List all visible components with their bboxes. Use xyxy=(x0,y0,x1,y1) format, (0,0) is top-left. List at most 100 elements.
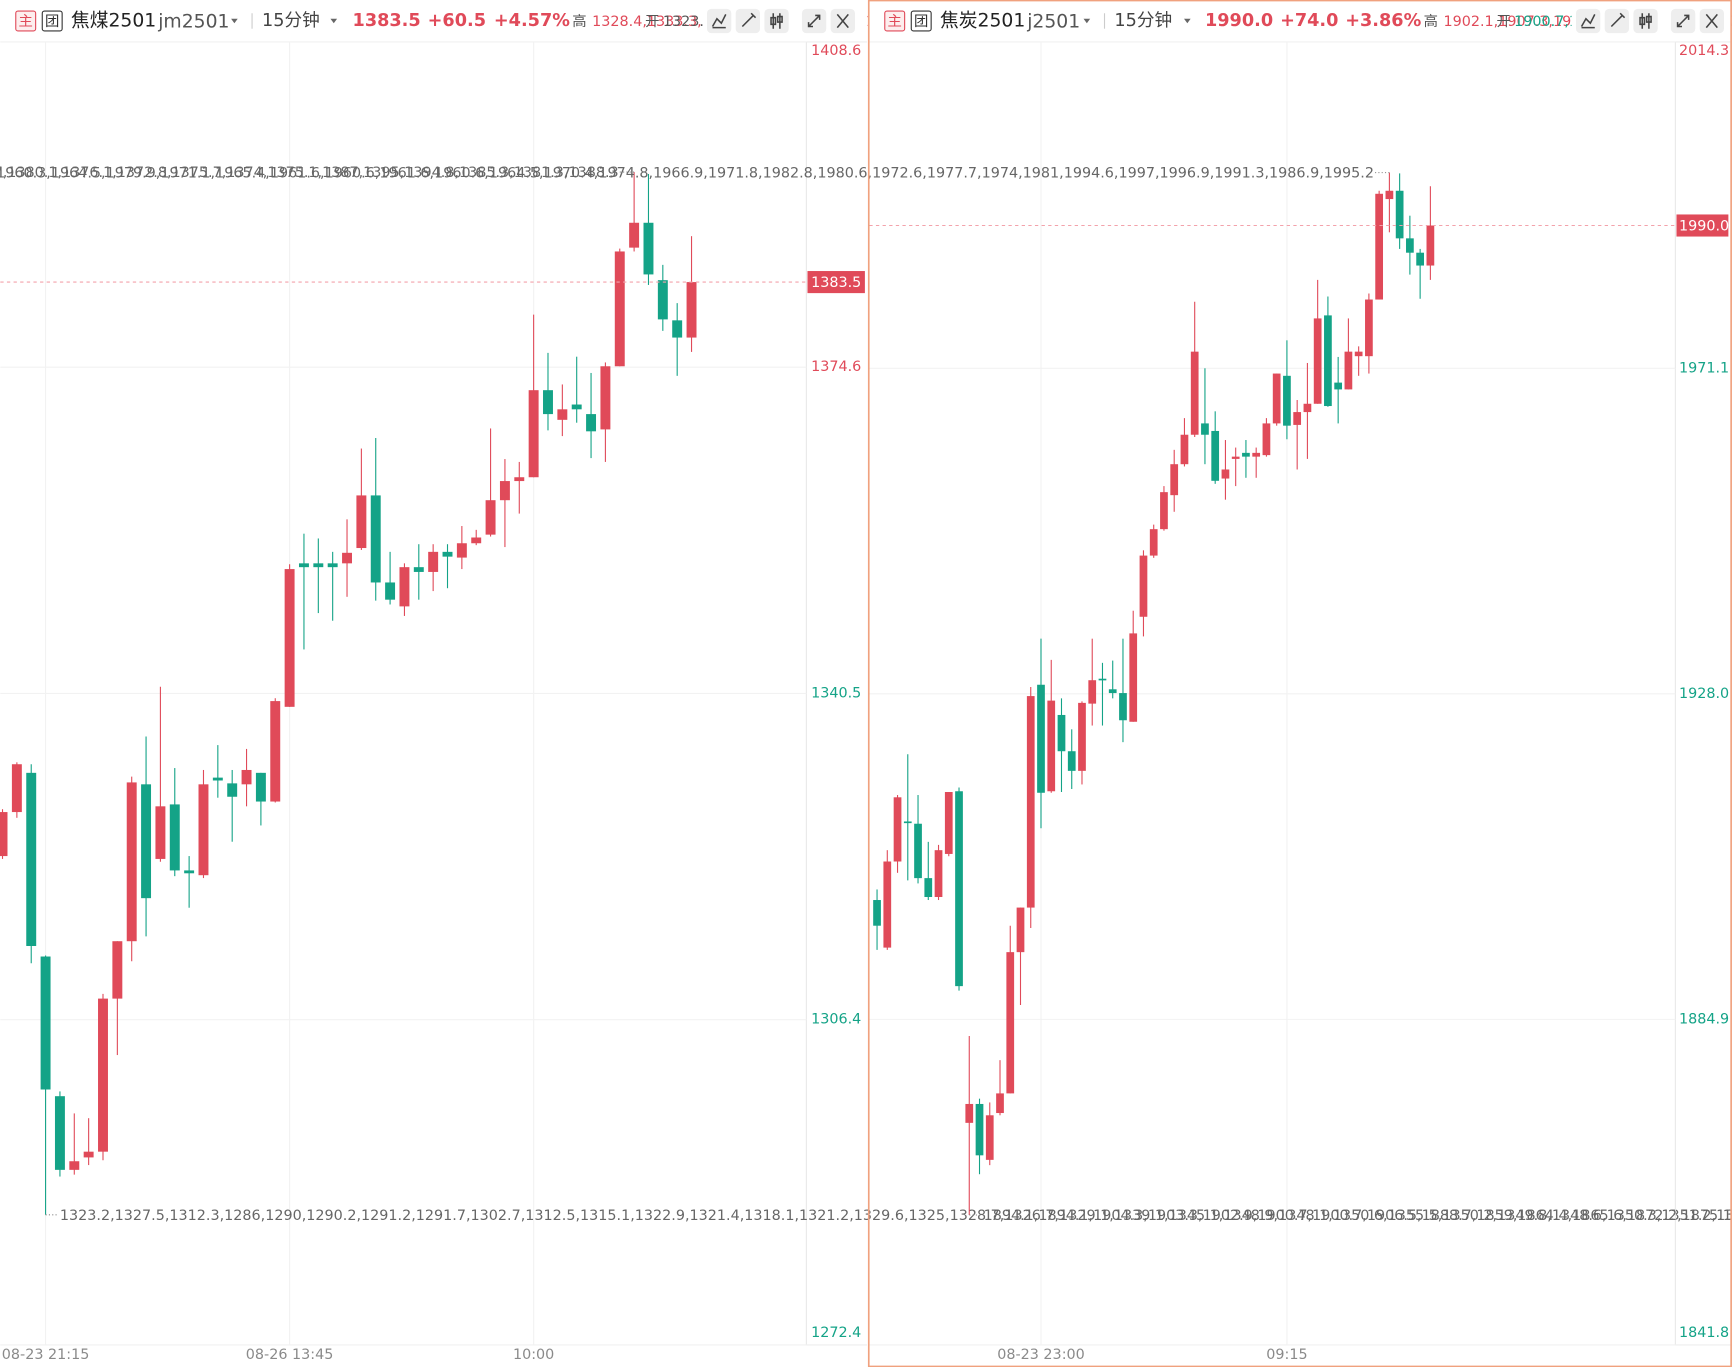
active-panel-border xyxy=(867,0,1732,1367)
candle-body xyxy=(1190,351,1199,435)
toolbar-button[interactable] xyxy=(764,8,789,34)
toolbar-icon xyxy=(1580,14,1596,29)
main-contract-badge xyxy=(884,10,906,32)
candle-body xyxy=(1262,423,1271,456)
candle-body xyxy=(327,563,338,568)
candle-body xyxy=(1334,382,1343,390)
open-caption: 开 xyxy=(645,14,659,30)
candle-body xyxy=(1406,238,1414,253)
candle-body xyxy=(342,552,352,564)
y-tick-label: 1971.1 xyxy=(1679,360,1729,376)
change-pct: +4.57% xyxy=(494,11,570,31)
candle-body xyxy=(1088,680,1097,704)
y-tick-label: 1408.6 xyxy=(811,43,861,59)
candle-body xyxy=(169,804,180,871)
candle-body xyxy=(356,495,367,549)
candle-body xyxy=(571,404,582,410)
candle-body xyxy=(1037,684,1045,793)
symbol-dropdown[interactable] xyxy=(1083,18,1091,24)
candle-body xyxy=(629,222,640,248)
candle-body xyxy=(614,251,625,367)
candle-body xyxy=(1211,430,1220,481)
high-annotation: 1902.1,1907.3,1914.6,1920,1914.6,1908.4,… xyxy=(0,166,1374,182)
period[interactable]: 15分钟 xyxy=(1114,10,1172,31)
candle-body xyxy=(1354,351,1363,357)
candle-body xyxy=(1416,252,1424,266)
candle-body xyxy=(514,477,525,482)
toolbar-icon xyxy=(1610,12,1626,28)
toolbar-icon xyxy=(711,14,727,29)
candle-body xyxy=(1324,315,1332,407)
candle-body xyxy=(298,563,309,568)
candle-body xyxy=(657,280,668,320)
y-tick-label: 1884.9 xyxy=(1679,1011,1729,1027)
candle-body xyxy=(1108,689,1117,694)
high-caption: 高 xyxy=(1424,13,1438,30)
x-tick-label: 09:15 xyxy=(1266,1347,1307,1363)
group-badge xyxy=(41,10,63,32)
last-price-box xyxy=(1676,214,1729,237)
candle-body xyxy=(385,582,396,600)
toolbar-button[interactable] xyxy=(1633,8,1658,34)
candle-body xyxy=(83,1151,94,1158)
candle-body xyxy=(557,409,568,420)
candle-body xyxy=(600,366,611,430)
candle-body xyxy=(1242,452,1250,457)
candle-body xyxy=(1272,373,1281,424)
toolbar-icon xyxy=(836,13,849,29)
candle-body xyxy=(1313,318,1322,404)
candle-body xyxy=(883,861,892,948)
candle-body xyxy=(934,850,943,898)
candle-body xyxy=(686,282,697,338)
candle-body xyxy=(0,812,8,857)
y-tick-label: 1374.6 xyxy=(811,359,861,375)
symbol-code[interactable]: j2501 xyxy=(1026,12,1080,33)
y-tick-label: 1272.4 xyxy=(811,1325,861,1341)
candle-body xyxy=(141,784,152,899)
period-dropdown[interactable] xyxy=(330,18,338,24)
last-price-box xyxy=(807,271,865,294)
candle-body xyxy=(586,414,597,432)
change: +74.0 xyxy=(1280,11,1338,31)
symbol-dropdown[interactable] xyxy=(231,18,238,24)
main-contract-badge xyxy=(15,10,37,32)
candle-body xyxy=(1426,225,1435,266)
candle-body xyxy=(1139,555,1148,617)
candle-body xyxy=(1006,952,1015,1094)
symbol-name[interactable]: 焦炭2501 xyxy=(940,9,1025,31)
change: +60.5 xyxy=(428,11,486,31)
group-icon: 团 xyxy=(914,14,928,30)
candle-body xyxy=(903,821,912,824)
candle-body xyxy=(69,1161,80,1170)
candle-body xyxy=(965,1103,974,1123)
candle-body xyxy=(313,563,324,568)
toolbar-icon xyxy=(1639,13,1652,29)
last-price-label: 1383.5 xyxy=(811,275,861,291)
period-dropdown[interactable] xyxy=(1184,18,1191,24)
candle-body xyxy=(428,551,439,572)
low-annotation: 1323.2,1327.5,1312.3,1286,1290,1290.2,12… xyxy=(60,1208,1732,1224)
candle-body xyxy=(1303,403,1312,413)
main-contract-icon: 主 xyxy=(19,13,33,30)
candle-body xyxy=(499,481,510,501)
candle-body xyxy=(227,783,238,797)
symbol-name[interactable]: 焦煤2501 xyxy=(71,9,156,31)
x-tick-label: 08-23 21:15 xyxy=(2,1347,90,1363)
toolbar-icon xyxy=(741,12,757,28)
candle-body xyxy=(975,1103,984,1156)
candle-body xyxy=(370,495,381,583)
x-tick-label: 08-26 13:45 xyxy=(246,1347,334,1363)
price: 1383.5 xyxy=(353,11,421,31)
y-tick-label: 1306.4 xyxy=(811,1012,861,1028)
period[interactable]: 15分钟 xyxy=(262,10,320,31)
candle-body xyxy=(255,772,266,802)
symbol-code[interactable]: jm2501 xyxy=(157,12,229,33)
candle-body xyxy=(914,823,922,879)
candle-body xyxy=(1221,469,1230,479)
candle-body xyxy=(442,551,453,557)
high-caption: 高 xyxy=(572,13,586,30)
candle-body xyxy=(184,870,195,874)
low-annotation: 1894.1,1894.1,1904.3,1903.3,1902.9,1900.… xyxy=(984,1208,1732,1224)
candle-body xyxy=(924,878,933,898)
